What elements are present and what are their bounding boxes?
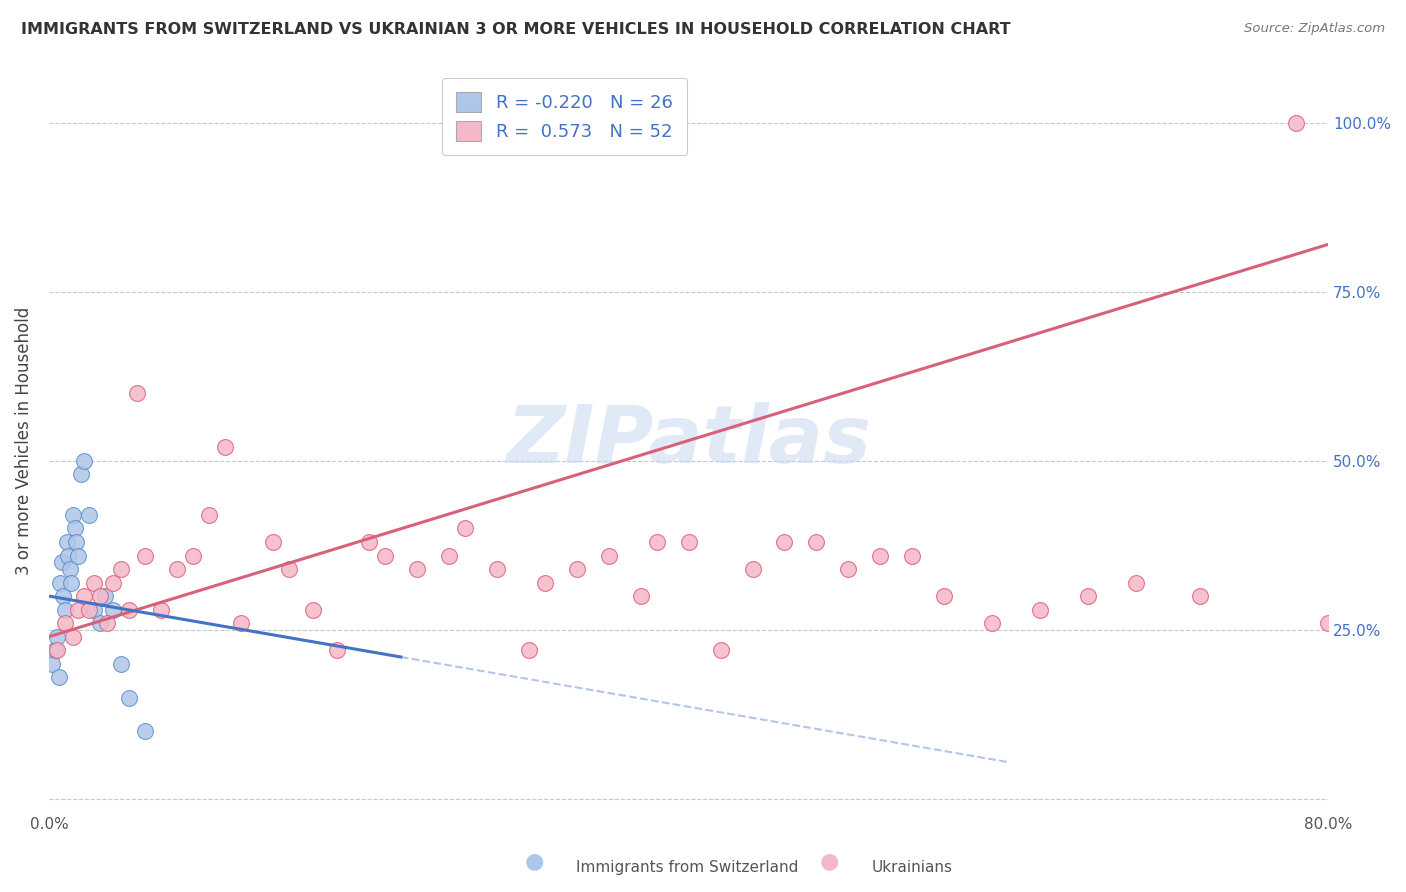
Point (741, 562, 763, 576)
Point (630, 589, 652, 603)
Point (51, 555, 73, 569)
Point (70, 467, 93, 482)
Point (44, 643, 66, 657)
Point (77, 602, 100, 616)
Point (565, 562, 588, 576)
Point (678, 535, 700, 549)
Point (166, 562, 188, 576)
Point (485, 562, 508, 576)
Point (53, 616, 76, 631)
Point (709, 643, 731, 657)
Point (49, 575, 72, 590)
Text: ZIPatlas: ZIPatlas (506, 401, 872, 480)
Text: ●: ● (820, 851, 839, 871)
Point (1029, 602, 1052, 616)
Point (149, 602, 172, 616)
Point (598, 549, 620, 563)
Point (52, 589, 75, 603)
Point (277, 562, 299, 576)
Point (62, 630, 84, 644)
Point (110, 562, 132, 576)
Point (357, 535, 380, 549)
Y-axis label: 3 or more Vehicles in Household: 3 or more Vehicles in Household (15, 307, 32, 574)
Point (125, 386, 148, 401)
Point (1077, 589, 1099, 603)
Point (89, 589, 111, 603)
Point (198, 508, 221, 522)
Point (1317, 616, 1340, 631)
Point (262, 535, 284, 549)
Point (110, 657, 132, 671)
Point (517, 643, 540, 657)
Point (934, 589, 956, 603)
Point (773, 535, 796, 549)
Point (454, 521, 477, 535)
Point (326, 643, 349, 657)
Point (405, 562, 427, 576)
Text: Ukrainians: Ukrainians (872, 860, 953, 874)
Text: ●: ● (524, 851, 544, 871)
Point (56, 549, 79, 563)
Point (869, 549, 891, 563)
Point (94, 589, 117, 603)
Point (806, 535, 828, 549)
Point (118, 690, 141, 705)
Point (83, 602, 105, 616)
Point (981, 616, 1004, 631)
Point (48, 670, 70, 684)
Point (96, 616, 118, 631)
Legend: R = -0.220   N = 26, R =  0.573   N = 52: R = -0.220 N = 26, R = 0.573 N = 52 (441, 78, 688, 155)
Point (41, 657, 63, 671)
Point (374, 549, 396, 563)
Point (437, 549, 460, 563)
Point (46, 643, 69, 657)
Point (66, 602, 89, 616)
Point (77, 508, 100, 522)
Point (66, 549, 89, 563)
Point (118, 602, 141, 616)
Point (59, 562, 82, 576)
Point (63, 521, 86, 535)
Point (101, 575, 124, 590)
Point (55, 535, 77, 549)
Point (62, 508, 84, 522)
Point (229, 616, 252, 631)
Point (533, 575, 555, 590)
Point (53, 602, 76, 616)
Point (645, 535, 668, 549)
Point (181, 549, 204, 563)
Point (134, 724, 156, 739)
Text: IMMIGRANTS FROM SWITZERLAND VS UKRAINIAN 3 OR MORE VEHICLES IN HOUSEHOLD CORRELA: IMMIGRANTS FROM SWITZERLAND VS UKRAINIAN… (21, 22, 1011, 37)
Point (134, 549, 156, 563)
Point (46, 630, 69, 644)
Text: Source: ZipAtlas.com: Source: ZipAtlas.com (1244, 22, 1385, 36)
Point (65, 535, 87, 549)
Point (1285, 115, 1308, 129)
Point (901, 549, 924, 563)
Point (837, 562, 859, 576)
Point (1125, 575, 1147, 590)
Point (60, 575, 83, 590)
Text: Immigrants from Switzerland: Immigrants from Switzerland (576, 860, 799, 874)
Point (1189, 589, 1212, 603)
Point (301, 602, 323, 616)
Point (214, 440, 236, 454)
Point (89, 616, 111, 631)
Point (83, 575, 105, 590)
Point (73, 589, 96, 603)
Point (101, 602, 124, 616)
Point (73, 454, 96, 468)
